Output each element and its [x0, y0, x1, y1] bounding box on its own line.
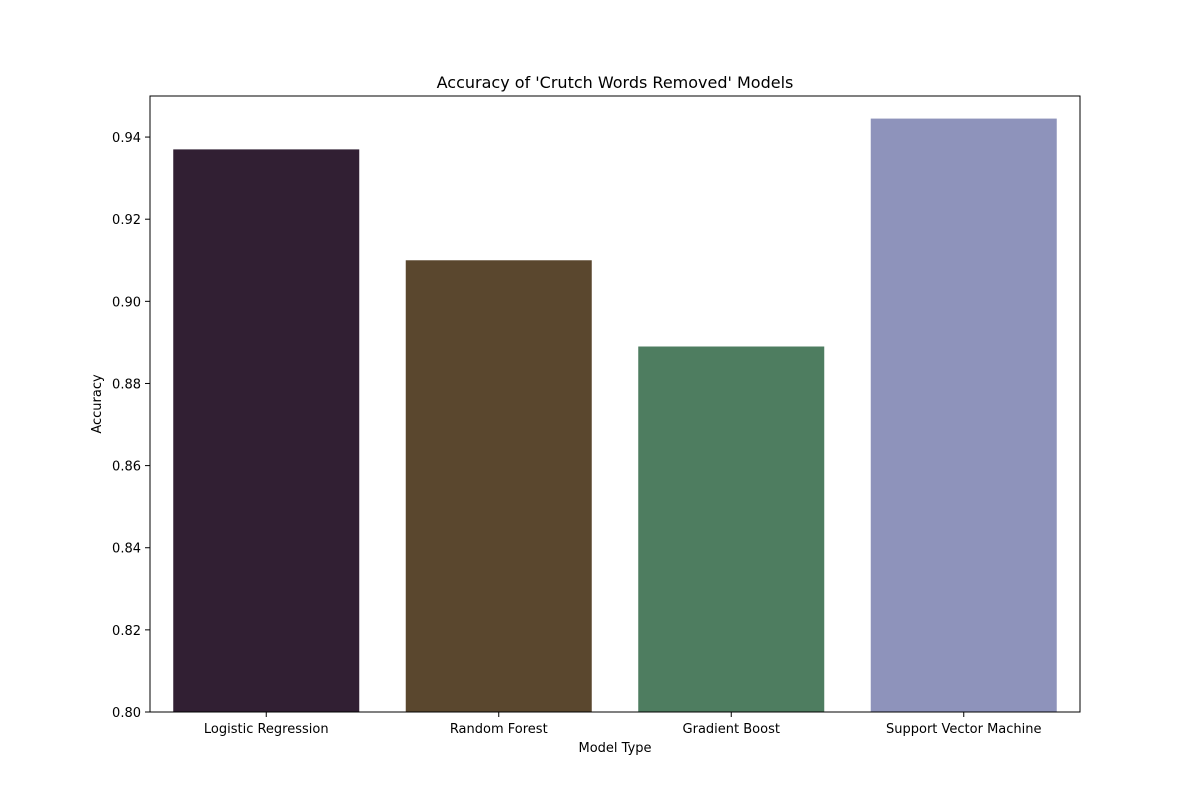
- y-axis: 0.80 0.82 0.84 0.86 0.88 0.90 0.92 0.94: [112, 131, 150, 721]
- y-tick-label: 0.86: [112, 460, 141, 475]
- x-axis-label: Model Type: [578, 741, 651, 756]
- bar-gradient-boost: [638, 346, 825, 712]
- bars-group: [173, 118, 1057, 713]
- y-tick-label: 0.90: [112, 295, 141, 310]
- y-tick-label: 0.92: [112, 213, 141, 228]
- x-axis: Logistic Regression Random Forest Gradient…: [204, 712, 1042, 737]
- y-tick-label: 0.82: [112, 624, 141, 639]
- y-tick-label: 0.94: [112, 131, 141, 146]
- x-tick-label: Gradient Boost: [683, 722, 780, 737]
- plot-frame: [149, 95, 1081, 713]
- y-axis-label: Accuracy: [90, 374, 105, 434]
- bar-logistic-regression: [173, 149, 360, 713]
- y-tick-label: 0.88: [112, 377, 141, 392]
- y-tick-label: 0.80: [112, 706, 141, 721]
- x-tick-label: Support Vector Machine: [886, 722, 1042, 737]
- chart-title: Accuracy of 'Crutch Words Removed' Model…: [437, 73, 794, 92]
- bar-random-forest: [405, 260, 592, 712]
- bar-support-vector-machine: [870, 118, 1057, 712]
- x-tick-label: Random Forest: [450, 722, 548, 737]
- y-tick-label: 0.84: [112, 542, 141, 557]
- x-tick-label: Logistic Regression: [204, 722, 329, 737]
